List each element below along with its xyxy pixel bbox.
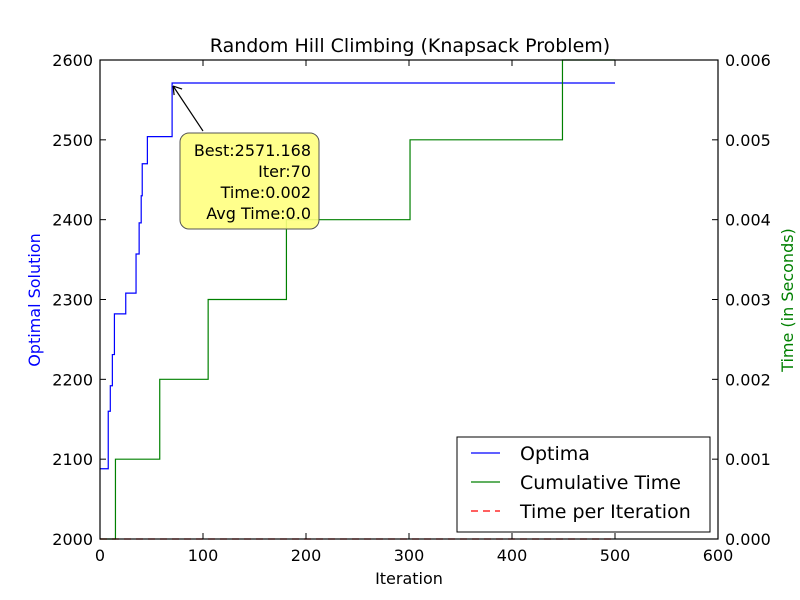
y-left-tick-label: 2000: [52, 530, 93, 549]
y-right-tick-label: 0.005: [725, 131, 771, 150]
legend: Optima Cumulative Time Time per Iteration: [456, 436, 711, 533]
x-tick-label: 200: [291, 546, 322, 565]
y-axis-left-label: Optimal Solution: [25, 233, 44, 367]
y-left-tick-label: 2300: [52, 291, 93, 310]
x-axis-label: Iteration: [375, 569, 443, 588]
y-left-tick-label: 2600: [52, 51, 93, 70]
chart-title: Random Hill Climbing (Knapsack Problem): [210, 35, 610, 57]
series-line-1: [100, 59, 615, 540]
x-tick-label: 100: [188, 546, 219, 565]
y-right-tick-label: 0.004: [725, 211, 771, 230]
annotation-line: Time:0.002: [220, 183, 311, 202]
x-tick-label: 600: [703, 546, 734, 565]
legend-label-0: Optima: [520, 443, 590, 465]
y-right-tick-label: 0.002: [725, 370, 771, 389]
y-right-tick-label: 0.001: [725, 450, 771, 469]
legend-label-2: Time per Iteration: [519, 501, 691, 523]
y-right-tick-label: 0.003: [725, 291, 771, 310]
legend-label-1: Cumulative Time: [520, 472, 681, 494]
y-left-tick-label: 2200: [52, 370, 93, 389]
annotation-arrow-head: [172, 85, 183, 96]
x-tick-label: 400: [497, 546, 528, 565]
series-line-0: [100, 82, 615, 470]
annotation-box: [179, 132, 320, 230]
annotation-line: Best:2571.168: [194, 141, 311, 160]
y-right-tick-label: 0.006: [725, 51, 771, 70]
annotation: Best:2571.168 Iter:70 Time:0.002 Avg Time:0…: [172, 85, 320, 230]
annotation-arrow: [172, 85, 204, 132]
y-left-tick-label: 2100: [52, 450, 93, 469]
x-tick-label: 300: [394, 546, 425, 565]
y-left-tick-label: 2400: [52, 211, 93, 230]
annotation-line: Avg Time:0.0: [206, 204, 311, 223]
y-axis-right-label: Time (in Seconds): [778, 228, 797, 373]
x-tick-label: 0: [95, 546, 105, 565]
y-left-tick-label: 2500: [52, 131, 93, 150]
y-right-tick-label: 0.000: [725, 530, 771, 549]
annotation-line: Iter:70: [258, 162, 311, 181]
ticks-layer: 0 100 200 300 400 500 600 2000 2100 2200 2300 2400 2…: [52, 51, 771, 565]
x-tick-label: 500: [600, 546, 631, 565]
